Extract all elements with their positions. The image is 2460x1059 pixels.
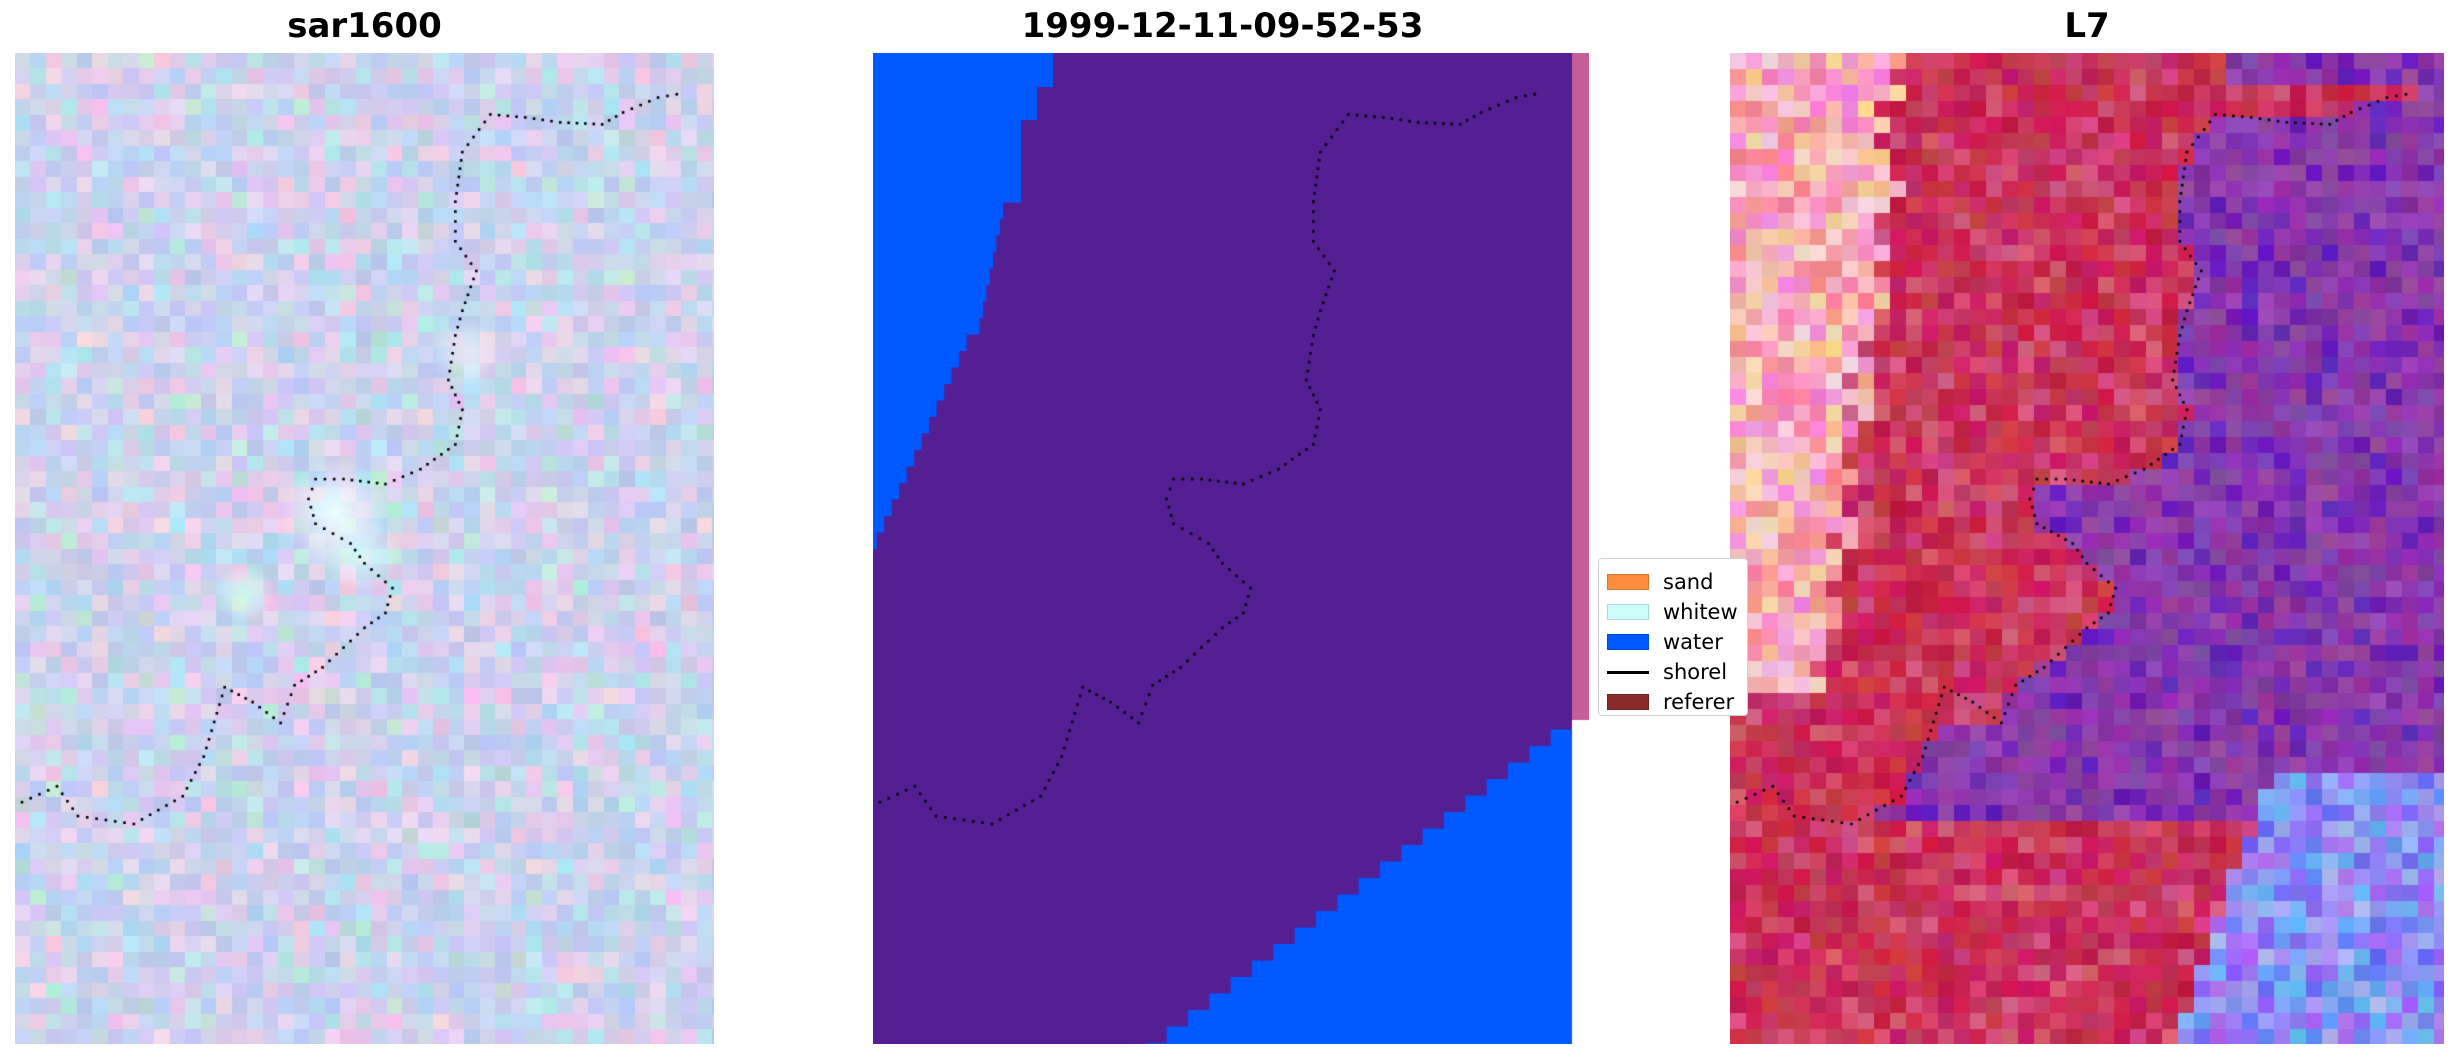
shoreline-line-swatch bbox=[1607, 670, 1649, 674]
legend-label: water bbox=[1663, 630, 1723, 654]
reference-swatch bbox=[1607, 694, 1649, 710]
legend: sand whitew water shorel referer bbox=[1598, 558, 1748, 716]
legend-item-reference: referer bbox=[1607, 687, 1747, 715]
water-swatch bbox=[1607, 634, 1649, 650]
whitewater-swatch bbox=[1607, 604, 1649, 620]
legend-label: sand bbox=[1663, 570, 1714, 594]
classified-image bbox=[873, 53, 1589, 1044]
panel-title-landsat: L7 bbox=[2064, 6, 2110, 46]
landsat-image-panel bbox=[1730, 53, 2444, 1044]
landsat-image bbox=[1730, 53, 2444, 1044]
legend-label: referer bbox=[1663, 690, 1735, 714]
legend-item-sand: sand bbox=[1607, 567, 1747, 597]
classified-image-panel bbox=[873, 53, 1589, 1044]
legend-item-water: water bbox=[1607, 627, 1747, 657]
sar-image bbox=[15, 53, 714, 1044]
sar-image-panel bbox=[15, 53, 714, 1044]
legend-label: whitew bbox=[1663, 600, 1738, 624]
panel-title-sar: sar1600 bbox=[287, 6, 442, 46]
legend-label: shorel bbox=[1663, 660, 1728, 684]
panel-title-classified: 1999-12-11-09-52-53 bbox=[1021, 6, 1424, 46]
sand-swatch bbox=[1607, 574, 1649, 590]
legend-item-whitewater: whitew bbox=[1607, 597, 1747, 627]
legend-item-shoreline: shorel bbox=[1607, 657, 1747, 687]
